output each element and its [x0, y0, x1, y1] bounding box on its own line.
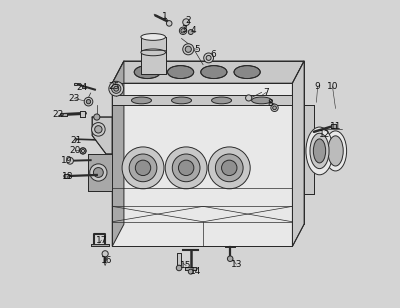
Ellipse shape [310, 133, 329, 169]
Ellipse shape [234, 66, 260, 79]
Circle shape [246, 95, 252, 101]
Text: 24: 24 [77, 83, 88, 92]
Text: 19: 19 [61, 156, 73, 165]
Circle shape [114, 86, 119, 91]
Polygon shape [74, 83, 77, 85]
Circle shape [122, 147, 164, 189]
Circle shape [102, 251, 108, 257]
Text: 15: 15 [180, 261, 192, 270]
Circle shape [166, 21, 172, 26]
Circle shape [188, 30, 193, 34]
Text: 2: 2 [186, 15, 191, 25]
Circle shape [90, 164, 107, 181]
Circle shape [273, 106, 276, 110]
Text: 22: 22 [52, 110, 63, 119]
Circle shape [86, 99, 91, 104]
Text: 11: 11 [330, 122, 341, 131]
Circle shape [94, 168, 103, 177]
Circle shape [271, 104, 278, 111]
Circle shape [84, 97, 93, 106]
Text: 17: 17 [96, 236, 107, 245]
Polygon shape [92, 117, 112, 154]
Ellipse shape [181, 29, 185, 33]
Ellipse shape [313, 139, 326, 163]
Circle shape [172, 154, 200, 182]
Circle shape [176, 265, 182, 271]
Polygon shape [91, 244, 108, 246]
Circle shape [183, 44, 194, 55]
Polygon shape [185, 267, 196, 270]
Polygon shape [112, 83, 292, 246]
Circle shape [216, 154, 243, 182]
Text: 10: 10 [327, 82, 338, 91]
Ellipse shape [212, 97, 232, 104]
Circle shape [95, 126, 102, 133]
Circle shape [82, 149, 84, 152]
Ellipse shape [172, 97, 192, 104]
Text: 23: 23 [69, 94, 80, 103]
Text: 25: 25 [108, 82, 120, 91]
Ellipse shape [324, 131, 347, 171]
Polygon shape [112, 95, 292, 105]
Text: 5: 5 [195, 45, 200, 54]
Circle shape [61, 113, 63, 116]
Text: 16: 16 [101, 256, 113, 265]
Circle shape [183, 19, 190, 26]
Circle shape [135, 160, 151, 176]
Polygon shape [331, 124, 336, 128]
Circle shape [129, 154, 157, 182]
Ellipse shape [306, 127, 333, 175]
Text: 7: 7 [263, 88, 269, 97]
Circle shape [112, 84, 121, 93]
Polygon shape [141, 37, 166, 74]
Text: 13: 13 [230, 260, 242, 269]
Text: 18: 18 [62, 172, 74, 181]
Polygon shape [64, 174, 69, 178]
Circle shape [92, 123, 105, 136]
Text: 12: 12 [319, 130, 330, 140]
Text: 1: 1 [162, 12, 168, 22]
Text: 14: 14 [190, 266, 201, 276]
Circle shape [204, 53, 214, 63]
Text: 9: 9 [315, 82, 320, 91]
Circle shape [208, 147, 250, 189]
Circle shape [67, 157, 74, 164]
Circle shape [206, 55, 211, 60]
Circle shape [80, 148, 86, 154]
Polygon shape [292, 61, 304, 246]
Circle shape [228, 256, 233, 261]
Polygon shape [88, 154, 112, 191]
Text: 20: 20 [70, 146, 81, 155]
Text: 21: 21 [70, 136, 82, 145]
Circle shape [109, 81, 124, 96]
Text: 3: 3 [181, 25, 186, 34]
Ellipse shape [168, 66, 194, 79]
Ellipse shape [252, 97, 272, 104]
Polygon shape [80, 111, 86, 117]
Ellipse shape [201, 66, 227, 79]
Circle shape [94, 114, 100, 120]
Text: 4: 4 [191, 26, 197, 35]
Ellipse shape [141, 34, 166, 40]
Ellipse shape [328, 136, 343, 166]
Polygon shape [62, 113, 67, 116]
Polygon shape [177, 253, 181, 265]
Ellipse shape [141, 49, 166, 56]
Circle shape [185, 46, 191, 52]
Ellipse shape [134, 66, 160, 79]
Circle shape [222, 160, 237, 176]
Text: 8: 8 [267, 99, 273, 108]
Polygon shape [112, 61, 304, 83]
Ellipse shape [132, 97, 152, 104]
Polygon shape [112, 61, 124, 246]
Circle shape [188, 269, 193, 274]
Text: 6: 6 [210, 50, 216, 59]
Polygon shape [304, 105, 314, 194]
Circle shape [165, 147, 207, 189]
Circle shape [178, 160, 194, 176]
Ellipse shape [179, 27, 187, 34]
